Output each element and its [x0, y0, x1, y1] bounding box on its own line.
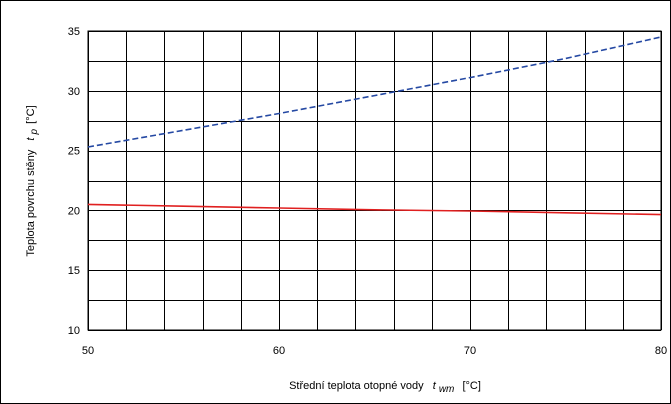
grid: [88, 31, 662, 331]
y-tick-label: 35: [68, 26, 80, 38]
series-line-2: [87, 203, 662, 216]
x-axis-label: Střední teplota otopné vody t wm [°C]: [289, 380, 481, 395]
series-layer: [87, 36, 662, 216]
x-axis-label-unit: [°C]: [462, 380, 480, 392]
y-tick-label: 30: [68, 86, 80, 98]
y-axis-label-symbol: t: [25, 137, 37, 141]
x-axis-label-symbol: t: [433, 380, 437, 392]
y-tick-label: 15: [68, 265, 80, 277]
x-axis-ticks: 50 60 70 80: [82, 345, 667, 357]
y-tick-label: 10: [68, 325, 80, 337]
plot-area: [87, 30, 662, 331]
x-tick-label: 50: [82, 345, 94, 357]
x-tick-label: 70: [464, 345, 476, 357]
x-axis-label-prefix: Střední teplota otopné vody: [289, 380, 424, 392]
y-axis-ticks: 10 15 20 25 30 35: [68, 26, 80, 337]
y-tick-label: 25: [68, 146, 80, 158]
series-line-1: [87, 36, 662, 148]
x-axis-label-subscript: wm: [439, 384, 455, 395]
x-tick-label: 80: [655, 345, 667, 357]
y-axis-label-subscript: p: [29, 128, 40, 135]
x-tick-label: 60: [273, 345, 285, 357]
y-axis-label-unit: [°C]: [25, 105, 37, 123]
y-axis-label: Teplota povrchu stěny t p [°C]: [25, 105, 40, 256]
y-axis-label-prefix: Teplota povrchu stěny: [25, 149, 37, 257]
y-tick-label: 20: [68, 205, 80, 217]
